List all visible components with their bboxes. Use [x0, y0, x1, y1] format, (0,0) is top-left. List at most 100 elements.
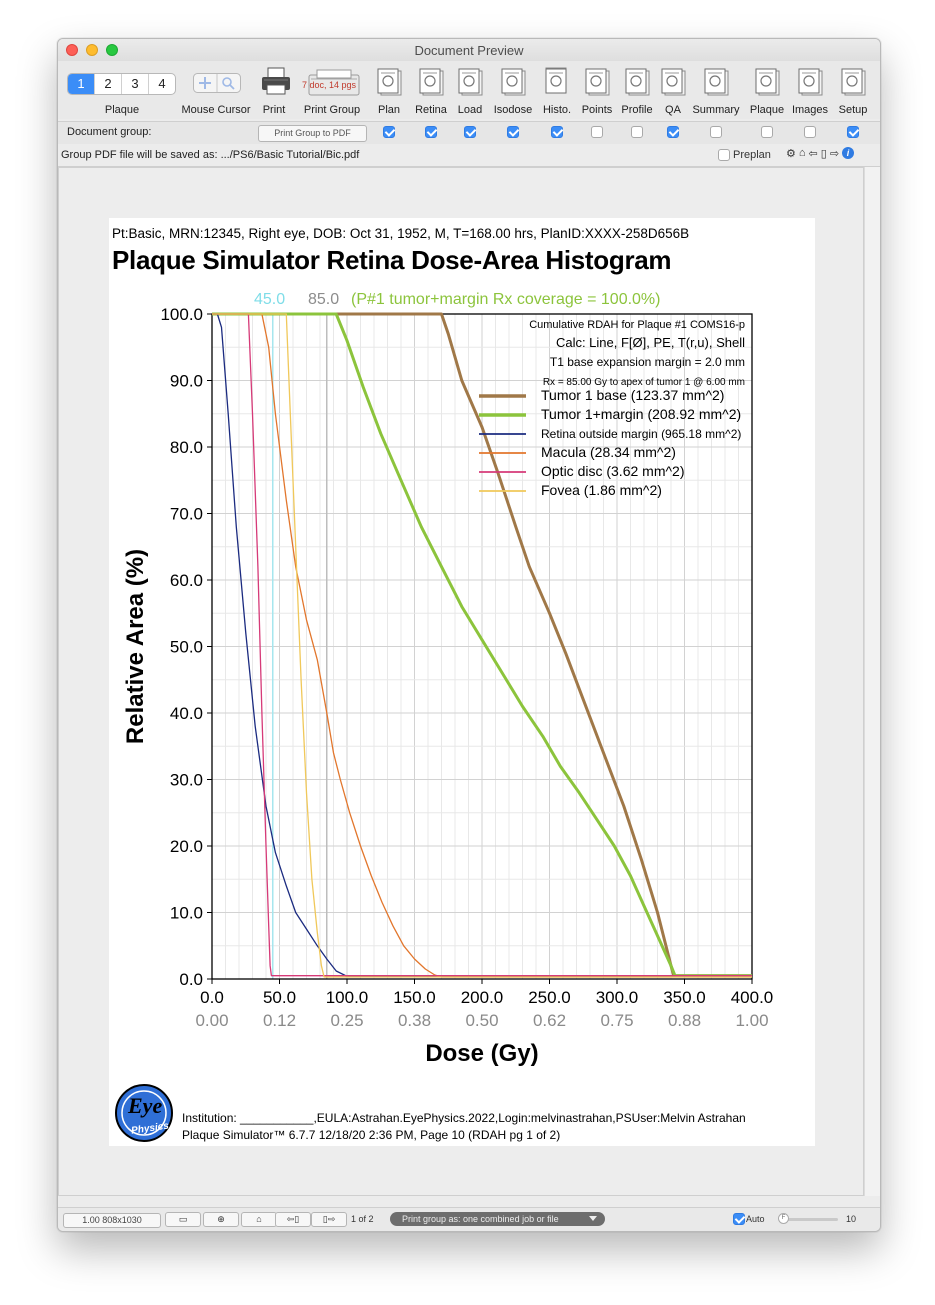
page-title: Plaque Simulator Retina Dose-Area Histog… — [112, 245, 672, 275]
next-page-button[interactable]: ▯⇨ — [311, 1212, 347, 1227]
zoom-in-button[interactable]: ⊕ — [203, 1212, 239, 1227]
print-group-to-pdf-button[interactable]: Print Group to PDF — [258, 125, 367, 142]
toolbar-label-6[interactable]: Load — [457, 104, 483, 116]
retina-doc-icon[interactable] — [417, 67, 445, 97]
group-checkbox-4[interactable] — [551, 126, 563, 138]
toolbar: 1 2 3 4 7 doc, 14 pgs — [58, 61, 880, 119]
summary-doc-icon[interactable] — [702, 67, 730, 97]
load-doc-icon[interactable] — [456, 67, 484, 97]
page-tab-3[interactable]: 3 — [122, 74, 149, 94]
legend-entry-3: Macula (28.34 mm^2) — [541, 444, 676, 460]
y-tick-label: 100.0 — [160, 305, 203, 324]
histogram-doc-icon[interactable] — [543, 67, 571, 97]
toolbar-label-15[interactable]: Setup — [838, 104, 868, 116]
y-tick-label: 80.0 — [170, 438, 203, 457]
zoom-readout[interactable]: 1.00 808x1030 — [63, 1213, 161, 1228]
eye-physics-logo: Eye Physics — [115, 1084, 173, 1142]
auto-label: Auto — [746, 1214, 765, 1224]
previous-page-button[interactable]: ⇦▯ — [275, 1212, 311, 1227]
profile-doc-icon[interactable] — [623, 67, 651, 97]
next-page-icon[interactable]: ⇨ — [829, 148, 840, 160]
series-line-3 — [212, 313, 752, 978]
plan-doc-icon[interactable] — [375, 67, 403, 97]
y-tick-label: 40.0 — [170, 704, 203, 723]
plaque-page-selector[interactable]: 1 2 3 4 — [67, 73, 176, 95]
vertical-scrollbar[interactable] — [864, 167, 880, 1196]
group-checkbox-10[interactable] — [804, 126, 816, 138]
group-checkbox-7[interactable] — [667, 126, 679, 138]
prev-page-icon[interactable]: ⇦ — [808, 148, 818, 160]
svg-text:Physics: Physics — [131, 1121, 170, 1137]
footer-institution-line: Institution: ___________,EULA:Astrahan.E… — [182, 1111, 746, 1125]
setup-doc-icon[interactable] — [839, 67, 867, 97]
rx-marker-2: 85.0 — [308, 291, 339, 308]
preview-area: Pt:Basic, MRN:12345, Right eye, DOB: Oct… — [58, 167, 864, 1196]
toolbar-label-12[interactable]: Summary — [692, 104, 740, 116]
dose-area-histogram-chart: 45.0 85.0 (P#1 tumor+margin Rx coverage = … — [122, 291, 774, 1067]
images-doc-icon[interactable] — [796, 67, 824, 97]
points-doc-icon[interactable] — [583, 67, 611, 97]
print-group-dropdown[interactable]: Print group as: one combined job or file — [390, 1212, 605, 1226]
y-tick-label: 10.0 — [170, 904, 203, 923]
minimize-window-button[interactable] — [86, 44, 98, 56]
group-checkbox-5[interactable] — [591, 126, 603, 138]
preplan-label: Preplan — [733, 149, 771, 161]
document-preview-window: Document Preview 1 2 3 4 — [57, 38, 881, 1232]
mouse-cursor-icon[interactable] — [193, 73, 241, 93]
home-icon[interactable]: ⌂ — [798, 147, 806, 159]
page-tab-2[interactable]: 2 — [95, 74, 122, 94]
group-checkbox-0[interactable] — [383, 126, 395, 138]
group-checkbox-1[interactable] — [425, 126, 437, 138]
toolbar-label-11[interactable]: QA — [665, 104, 681, 116]
toolbar-label-14[interactable]: Images — [791, 104, 829, 116]
auto-checkbox[interactable] — [733, 1213, 745, 1225]
plaque-doc-icon[interactable] — [753, 67, 781, 97]
group-checkbox-8[interactable] — [710, 126, 722, 138]
window-title: Document Preview — [414, 43, 524, 58]
document-page: Pt:Basic, MRN:12345, Right eye, DOB: Oct… — [109, 218, 815, 1146]
fit-page-button[interactable]: ▭ — [165, 1212, 201, 1227]
toolbar-label-1[interactable]: Mouse Cursor — [181, 104, 251, 116]
footer-version-line: Plaque Simulator™ 6.7.7 12/18/20 2:36 PM… — [182, 1128, 561, 1142]
printer-icon[interactable] — [260, 65, 292, 97]
y-tick-label: 70.0 — [170, 505, 203, 524]
bottom-bar: 1.00 808x1030 ▭ ⊕ ⌂ ⇦▯ ▯⇨ 1 of 2 Print g… — [58, 1207, 880, 1231]
page-icon[interactable]: ▯ — [820, 148, 827, 160]
toolbar-label-7[interactable]: Isodose — [493, 104, 533, 116]
isodose-doc-icon[interactable] — [499, 67, 527, 97]
home-page-button[interactable]: ⌂ — [241, 1212, 277, 1227]
close-window-button[interactable] — [66, 44, 78, 56]
group-checkbox-6[interactable] — [631, 126, 643, 138]
preplan-checkbox[interactable] — [718, 149, 730, 161]
zoom-slider-knob[interactable]: F — [778, 1213, 789, 1224]
toolbar-label-9[interactable]: Points — [581, 104, 613, 116]
group-checkbox-3[interactable] — [507, 126, 519, 138]
x-tick-label: 350.0 — [663, 988, 706, 1007]
x-tick-label-secondary: 0.50 — [465, 1011, 498, 1030]
gear-icon[interactable]: ⚙ — [786, 148, 796, 160]
group-checkbox-11[interactable] — [847, 126, 859, 138]
page-tab-4[interactable]: 4 — [158, 76, 166, 91]
rx-marker-1: 45.0 — [254, 291, 285, 308]
x-tick-label-secondary: 0.75 — [600, 1011, 633, 1030]
toolbar-label-13[interactable]: Plaque — [749, 104, 785, 116]
print-group-icon[interactable] — [299, 69, 369, 97]
group-checkbox-9[interactable] — [761, 126, 773, 138]
toolbar-label-8[interactable]: Histo. — [542, 104, 572, 116]
toolbar-label-0[interactable]: Plaque — [104, 104, 140, 116]
page-tab-1[interactable]: 1 — [68, 74, 95, 94]
info-icon[interactable]: i — [842, 147, 855, 159]
toolbar-label-2[interactable]: Print — [262, 104, 286, 116]
toolbar-label-4[interactable]: Plan — [377, 104, 401, 116]
x-tick-label: 400.0 — [731, 988, 774, 1007]
qa-doc-icon[interactable] — [659, 67, 687, 97]
legend-entry-4: Optic disc (3.62 mm^2) — [541, 463, 685, 479]
toolbar-label-10[interactable]: Profile — [621, 104, 653, 116]
zoom-slider-track[interactable] — [780, 1218, 838, 1221]
x-tick-label-secondary: 0.88 — [668, 1011, 701, 1030]
group-checkbox-2[interactable] — [464, 126, 476, 138]
toolbar-label-3[interactable]: Print Group — [303, 104, 361, 116]
y-tick-label: 90.0 — [170, 372, 203, 391]
toolbar-label-5[interactable]: Retina — [415, 104, 447, 116]
zoom-window-button[interactable] — [106, 44, 118, 56]
